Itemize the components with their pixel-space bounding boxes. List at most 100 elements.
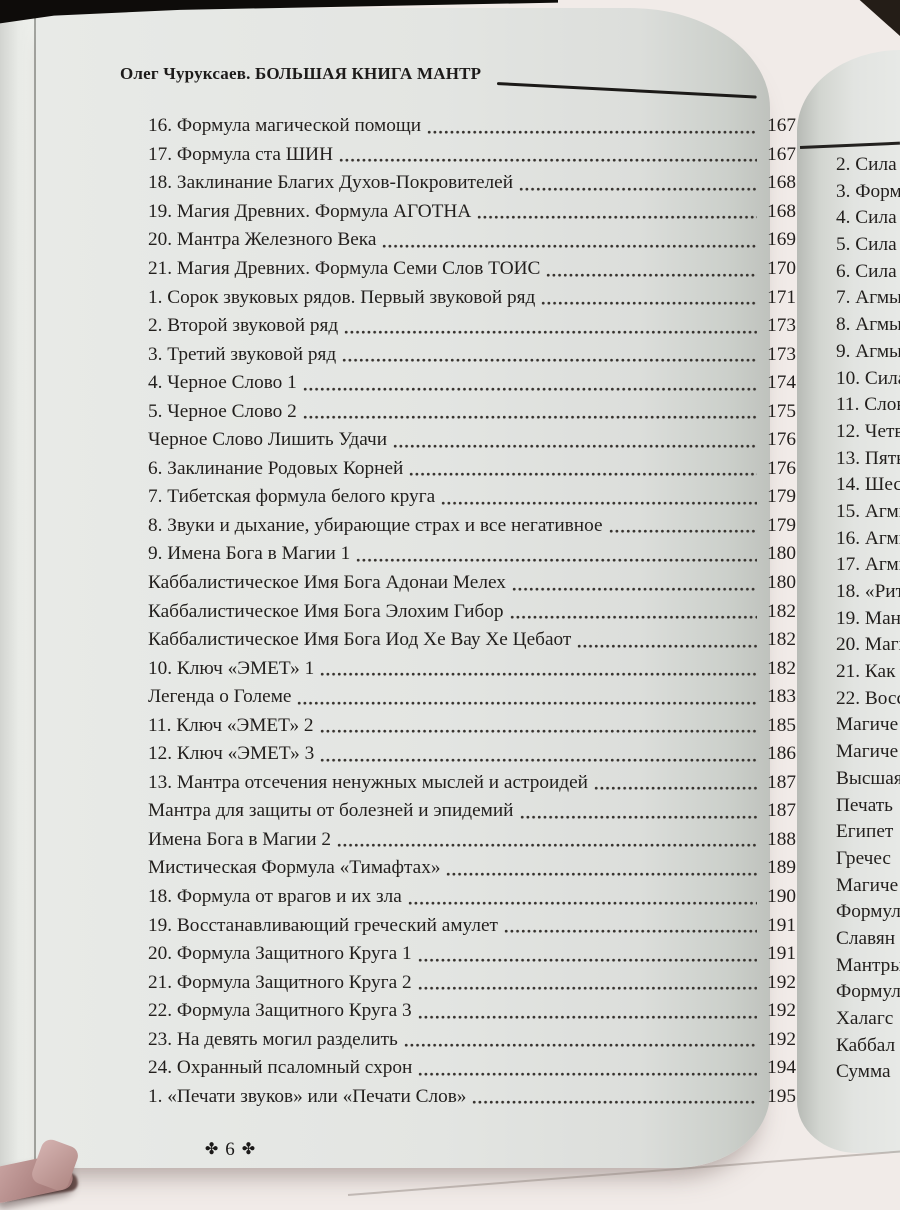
toc-leader-dots <box>302 386 757 392</box>
toc-entry: 18. Формула от врагов и их зла 190 <box>148 883 796 912</box>
toc-entry: Каббал <box>836 1034 896 1056</box>
toc-entry-label: 21. Формула Защитного Круга 2 <box>148 971 412 993</box>
toc-entry-page: 182 <box>767 657 796 679</box>
toc-entry: 16. Агмы <box>836 527 900 549</box>
toc-entry: 18. Заклинание Благих Духов-Покровителей… <box>148 169 796 198</box>
toc-leader-dots <box>594 786 757 792</box>
toc-entry: 4. Сила И <box>836 207 900 229</box>
toc-entry-page: 190 <box>767 886 796 908</box>
background-corner-shadow <box>859 0 900 36</box>
toc-entry: 17. Агмы <box>836 554 900 576</box>
toc-entry: 15. Агмы <box>836 500 900 522</box>
toc-leader-dots <box>409 472 757 478</box>
toc-entry: 5. Черное Слово 2 175 <box>148 397 796 426</box>
toc-entry: 19. Восстанавливающий греческий амулет 19… <box>148 911 796 940</box>
toc-entry: 4. Черное Слово 1 174 <box>148 369 796 398</box>
toc-leader-dots <box>541 301 757 307</box>
toc-entry-label: 6. Заклинание Родовых Корней <box>148 457 404 479</box>
toc-entry-label: 4. Черное Слово 1 <box>148 372 297 394</box>
toc-entry-label: Легенда о Големе <box>148 686 292 708</box>
toc-entry: Халагс <box>836 1008 894 1029</box>
toc-entry: 9. Агмы - <box>836 340 900 362</box>
toc-entry: Сумма <box>836 1061 891 1083</box>
toc-entry-page: 194 <box>767 1057 796 1079</box>
toc-entry: 19. Мант <box>836 607 900 629</box>
toc-entry-page: 167 <box>767 115 796 137</box>
toc-leader-dots <box>417 986 757 992</box>
toc-leader-dots <box>477 215 757 221</box>
toc-entry-label: 22. Формула Защитного Круга 3 <box>148 1000 412 1022</box>
toc-entry: 23. На девять могил разделить 192 <box>148 1026 796 1055</box>
toc-entry-label: Черное Слово Лишить Удачи <box>148 429 388 451</box>
toc-entry-label: Каббалистическое Имя Бога Элохим Гибор <box>148 600 504 622</box>
toc-entry-label: 2. Второй звуковой ряд <box>148 315 339 337</box>
toc-entry-label: 23. На девять могил разделить <box>148 1028 398 1050</box>
toc-entry-label: 17. Формула ста ШИН <box>148 143 334 165</box>
toc-entry: 18. «Рит <box>836 581 900 602</box>
toc-entry: Мантра для защиты от болезней и эпидемий… <box>148 797 796 826</box>
toc-entry-label: 8. Звуки и дыхание, убирающие страх и вс… <box>148 514 603 536</box>
toc-leader-dots <box>509 615 757 621</box>
toc-entry: 1. «Печати звуков» или «Печати Слов» 195 <box>148 1083 796 1112</box>
toc-leader-dots <box>382 243 757 249</box>
toc-leader-dots <box>418 1071 757 1077</box>
toc-entry: 11. Слов <box>836 394 900 416</box>
page-stack-edge <box>0 6 36 1172</box>
toc-entry: 3. Форму <box>836 180 900 202</box>
toc-entry: Мантры <box>836 954 900 976</box>
toc-entry-page: 183 <box>767 686 796 708</box>
toc-entry-page: 169 <box>767 229 796 251</box>
toc-entry-label: 19. Магия Древних. Формула АГОТНА <box>148 200 472 222</box>
toc-entry: Каббалистическое Имя Бога Элохим Гибор 18… <box>148 597 796 626</box>
toc-leader-dots <box>319 729 757 735</box>
toc-entry-page: 191 <box>767 943 796 965</box>
toc-entry: Магиче <box>836 741 899 763</box>
toc-entry-page: 176 <box>767 429 796 451</box>
toc-entry-label: 19. Восстанавливающий греческий амулет <box>148 914 498 936</box>
toc-entry: 5. Сила И <box>836 234 900 256</box>
toc-entry: 24. Охранный псаломный схрон 194 <box>148 1054 796 1083</box>
toc-entry-page: 192 <box>767 1028 796 1050</box>
toc-entry-page: 192 <box>767 971 796 993</box>
toc-entry: 7. Агмы <box>836 287 900 309</box>
toc-entry-page: 195 <box>767 1085 796 1107</box>
running-header: Олег Чуруксаев. БОЛЬШАЯ КНИГА МАНТР <box>120 64 482 83</box>
toc-leader-dots <box>344 329 757 335</box>
toc-entry: 2. Второй звуковой ряд 173 <box>148 312 796 341</box>
bookmark-clip <box>0 1126 102 1210</box>
toc-entry-page: 189 <box>767 857 796 879</box>
toc-entry: 6. Сила И <box>836 260 900 282</box>
toc-entry: 14. Шест <box>836 474 900 496</box>
toc-entry: 22. Восс <box>836 687 900 709</box>
toc-leader-dots <box>417 957 757 963</box>
toc-leader-dots <box>407 900 757 906</box>
toc-leader-dots <box>519 814 757 820</box>
toc-entry: 6. Заклинание Родовых Корней 176 <box>148 455 796 484</box>
toc-entry: Формул <box>836 901 900 923</box>
toc-entry: 22. Формула Защитного Круга 3 192 <box>148 997 796 1026</box>
toc-entry-page: 170 <box>767 258 796 279</box>
toc-entry: Магиче <box>836 874 899 896</box>
toc-entry: 7. Тибетская формула белого круга 179 <box>148 483 796 512</box>
toc-entry-page: 168 <box>767 200 796 222</box>
toc-leader-dots <box>339 158 757 164</box>
toc-leader-dots <box>393 443 757 449</box>
toc-entry: 12. Ключ «ЭМЕТ» 3 186 <box>148 740 796 769</box>
toc-entry-page: 180 <box>767 543 796 565</box>
toc-entry-label: Мистическая Формула «Тимафтах» <box>148 857 441 879</box>
toc-leader-dots <box>297 700 757 706</box>
toc-entry-label: 11. Ключ «ЭМЕТ» 2 <box>148 714 314 736</box>
toc-leader-dots <box>546 272 757 278</box>
toc-entry-page: 173 <box>767 315 796 337</box>
toc-list: 16. Формула магической помощи 167 17. Форм… <box>148 112 796 1111</box>
toc-leader-dots <box>320 672 757 678</box>
toc-entry: 11. Ключ «ЭМЕТ» 2 185 <box>148 711 796 740</box>
toc-leader-dots <box>441 500 757 506</box>
toc-entry: Магиче <box>836 714 899 736</box>
toc-entry-page: 179 <box>767 486 796 508</box>
toc-entry-label: 12. Ключ «ЭМЕТ» 3 <box>148 743 315 765</box>
toc-entry: 3. Третий звуковой ряд 173 <box>148 340 796 369</box>
toc-entry-page: 173 <box>767 343 796 365</box>
toc-entry-label: 7. Тибетская формула белого круга <box>148 486 436 508</box>
toc-entry-page: 191 <box>767 914 796 936</box>
